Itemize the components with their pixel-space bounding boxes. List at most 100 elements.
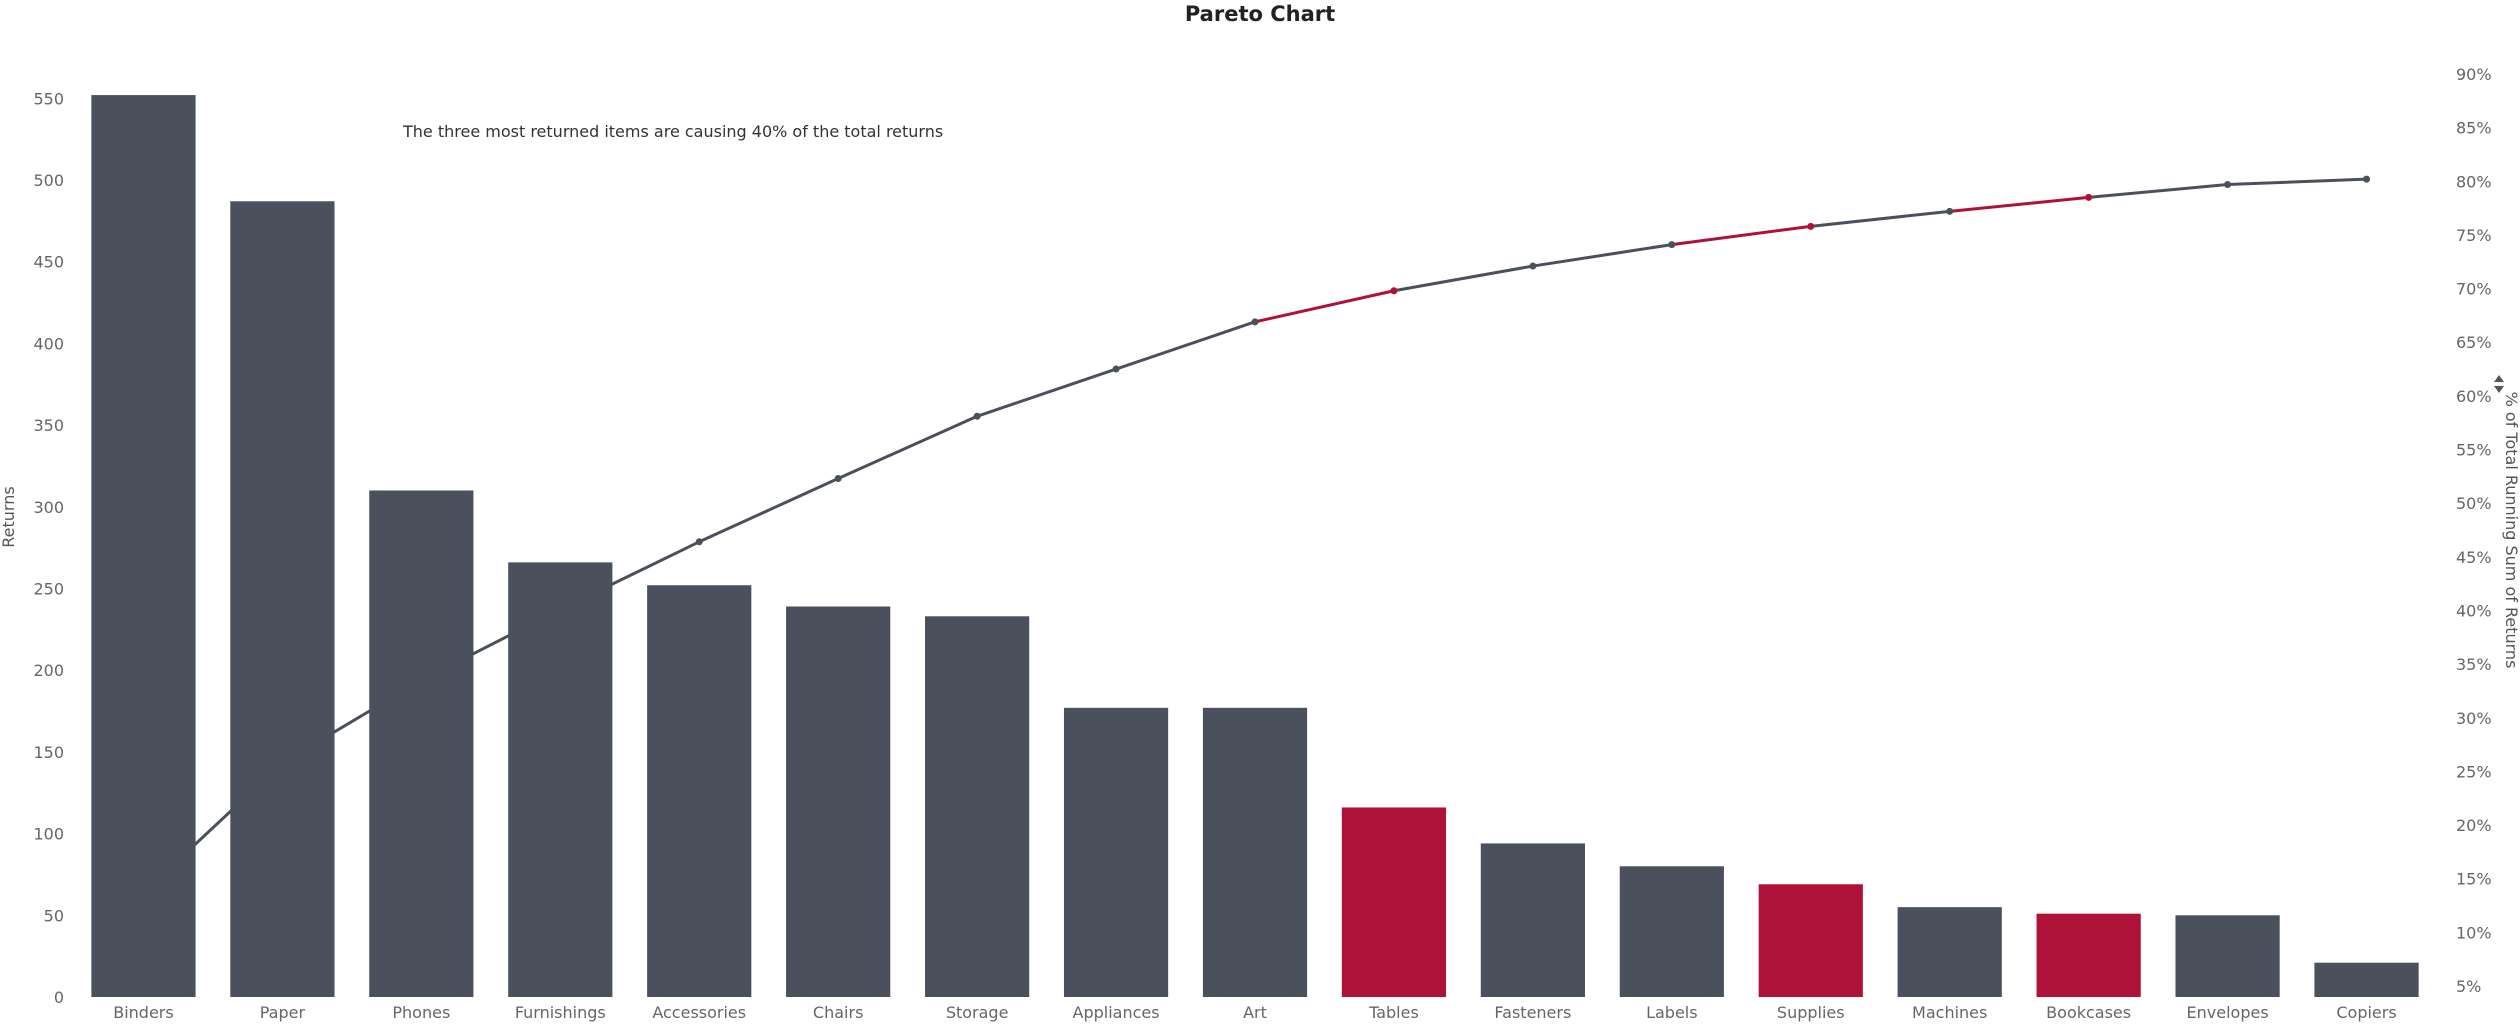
y2-tick-label: 5% [2456, 977, 2481, 996]
line-point-appliances[interactable] [1112, 365, 1120, 373]
line-point-supplies[interactable] [1807, 222, 1815, 230]
line-segment [837, 414, 978, 480]
line-point-phones[interactable] [417, 676, 425, 684]
y2-axis-title: % of Total Running Sum of Returns [2502, 392, 2520, 669]
line-point-copiers[interactable] [2363, 175, 2371, 183]
line-segment [2227, 177, 2367, 187]
category-label: Art [1243, 1003, 1267, 1022]
bar-paper[interactable] [230, 201, 335, 997]
chart-title: Pareto Chart [1185, 2, 1335, 26]
bar-fasteners[interactable] [1480, 843, 1585, 997]
x-axis: Binders Paper Phones Furnishings Accessories… [113, 1003, 2396, 1022]
y2-tick-label: 65% [2456, 333, 2492, 352]
y2-tick-label: 50% [2456, 494, 2492, 513]
line-segment [1115, 320, 1256, 371]
bar-art[interactable] [1202, 707, 1308, 997]
line-segment [1254, 289, 1395, 324]
category-label: Copiers [2336, 1003, 2396, 1022]
y2-tick-label: 75% [2456, 226, 2492, 245]
line-point-envelopes[interactable] [2224, 181, 2232, 189]
bar-binders[interactable] [91, 95, 196, 998]
line-segment [698, 477, 839, 544]
line-point-tables[interactable] [1390, 287, 1398, 295]
line-point-chairs[interactable] [834, 474, 842, 482]
line-segment [142, 761, 284, 894]
category-label: Furnishings [515, 1003, 606, 1022]
bar-copiers[interactable] [2314, 962, 2419, 997]
running-total-line [139, 175, 2371, 897]
line-segment [1393, 264, 1534, 293]
line-point-art[interactable] [1251, 318, 1259, 326]
y2-tick-label: 45% [2456, 548, 2492, 567]
line-point-accessories[interactable] [695, 538, 703, 546]
line-point-storage[interactable] [973, 412, 981, 420]
y-tick-label: 500 [33, 171, 64, 190]
line-point-bookcases[interactable] [2085, 193, 2093, 201]
y2-axis: 5% 10% 15% 20% 25% 30% 35% 40% 45% 50% 55% 60% 65% 70… [2456, 65, 2492, 996]
y2-tick-label: 35% [2456, 655, 2492, 674]
y-tick-label: 200 [33, 661, 64, 680]
y-axis: 0 50 100 150 200 250 300 350 400 450 500 550 [33, 89, 64, 1007]
bar-chairs[interactable] [786, 606, 891, 997]
bar-tables[interactable] [1341, 807, 1447, 997]
category-label: Labels [1646, 1003, 1698, 1022]
y-tick-label: 400 [33, 334, 64, 353]
line-point-furnishings[interactable] [556, 605, 564, 613]
bar-storage[interactable] [925, 616, 1030, 997]
line-point-paper[interactable] [278, 759, 286, 767]
line-segment [420, 608, 561, 682]
y2-tick-label: 40% [2456, 601, 2492, 620]
category-label: Tables [1368, 1003, 1419, 1022]
bar-labels[interactable] [1619, 866, 1724, 997]
category-label: Bookcases [2046, 1003, 2131, 1022]
y2-tick-label: 90% [2456, 65, 2492, 84]
bar-bookcases[interactable] [2036, 913, 2141, 997]
line-segment [1949, 195, 2089, 213]
line-segment [2088, 183, 2228, 199]
y2-tick-label: 30% [2456, 709, 2492, 728]
category-label: Appliances [1073, 1003, 1160, 1022]
y2-tick-label: 20% [2456, 816, 2492, 835]
y-axis-title: Returns [0, 486, 18, 547]
y2-tick-label: 85% [2456, 119, 2492, 138]
category-label: Accessories [652, 1003, 746, 1022]
line-point-labels[interactable] [1668, 241, 1676, 249]
line-point-fasteners[interactable] [1529, 262, 1537, 270]
y-tick-label: 150 [33, 743, 64, 762]
y2-tick-label: 55% [2456, 441, 2492, 460]
y-tick-label: 50 [44, 906, 64, 925]
y-tick-label: 250 [33, 580, 64, 599]
category-label: Machines [1912, 1003, 1987, 1022]
category-label: Storage [946, 1003, 1009, 1022]
bar-appliances[interactable] [1063, 707, 1169, 997]
bar-machines[interactable] [1897, 907, 2002, 997]
bar-supplies[interactable] [1758, 884, 1863, 997]
y-tick-label: 0 [54, 988, 64, 1007]
bar-series [91, 95, 2419, 998]
bar-furnishings[interactable] [508, 562, 613, 997]
bar-accessories[interactable] [647, 585, 752, 997]
y-tick-label: 350 [33, 416, 64, 435]
category-label: Fasteners [1494, 1003, 1571, 1022]
bar-envelopes[interactable] [2175, 915, 2280, 997]
category-label: Paper [260, 1003, 306, 1022]
category-label: Phones [392, 1003, 450, 1022]
category-label: Envelopes [2187, 1003, 2269, 1022]
line-segment [559, 540, 700, 611]
sort-icon[interactable] [2494, 375, 2504, 393]
bar-phones[interactable] [369, 490, 474, 997]
y2-tick-label: 70% [2456, 280, 2492, 299]
y2-tick-label: 10% [2456, 923, 2492, 942]
y2-tick-label: 80% [2456, 172, 2492, 191]
line-point-binders[interactable] [139, 889, 147, 897]
y-tick-label: 100 [33, 825, 64, 844]
line-segment [1671, 224, 1811, 247]
line-segment [976, 367, 1117, 418]
chart-annotation: The three most returned items are causin… [402, 122, 943, 141]
line-segment [281, 678, 423, 765]
y2-tick-label: 15% [2456, 870, 2492, 889]
line-segment [1810, 209, 1950, 228]
line-point-machines[interactable] [1946, 207, 1954, 215]
category-label: Supplies [1777, 1003, 1845, 1022]
